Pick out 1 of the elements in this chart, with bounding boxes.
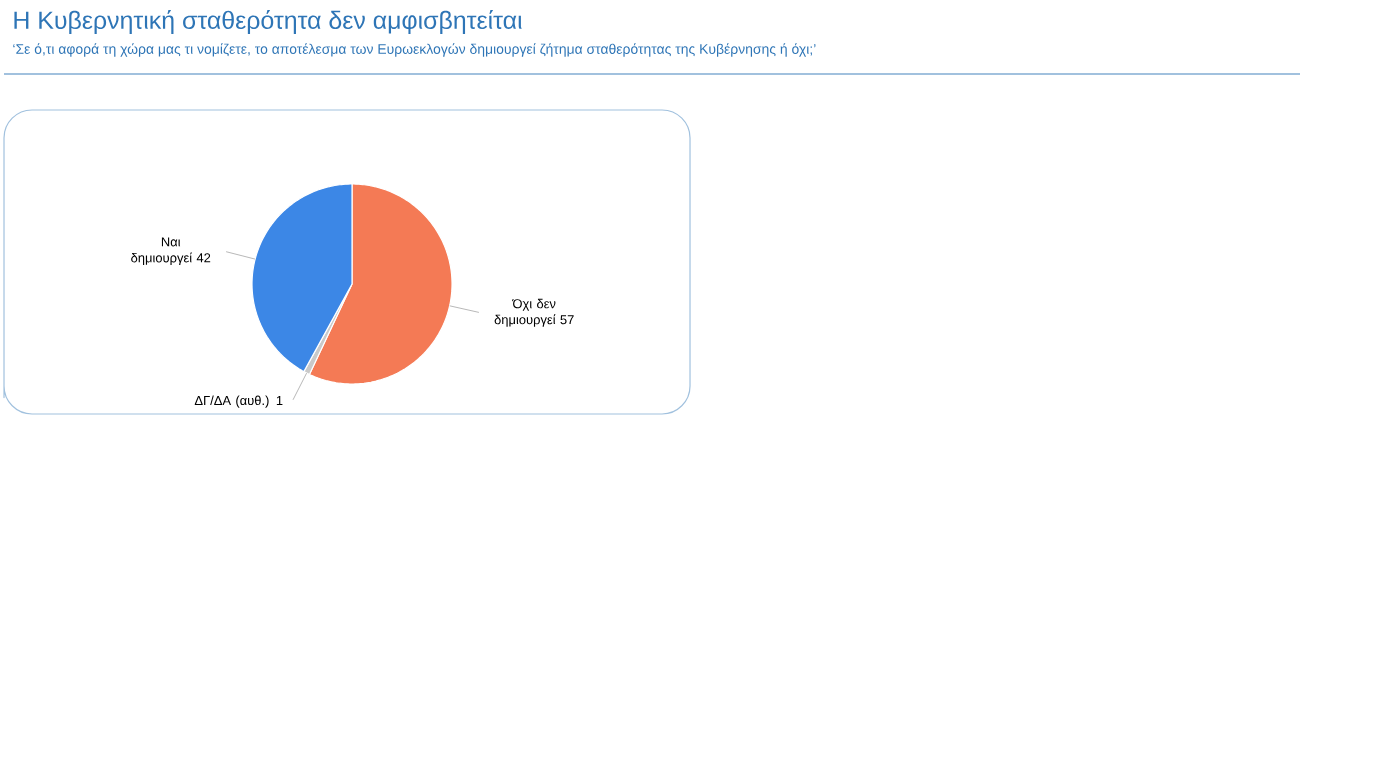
chart-title: Η Κυβερνητική σταθερότητα δεν αμφισβητείται xyxy=(14,10,522,34)
